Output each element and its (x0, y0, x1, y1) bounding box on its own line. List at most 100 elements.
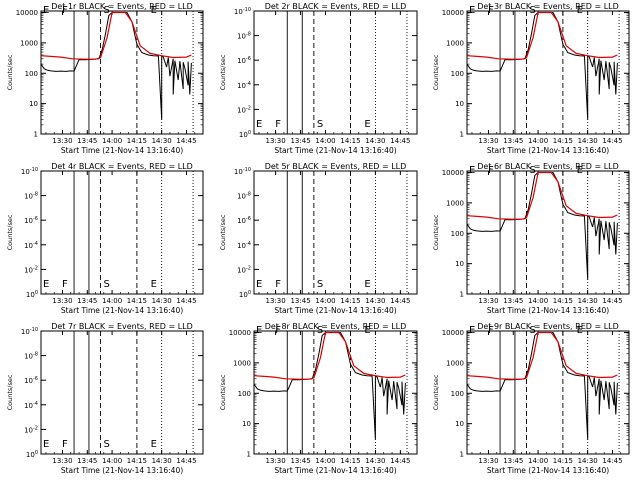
x-tick-label: 13:30 (52, 457, 72, 465)
y-tick-label: 10-6 (24, 216, 38, 225)
x-tick-label: 14:30 (152, 297, 172, 305)
x-axis-title: Start Time (21-Nov-14 13:16:40) (61, 466, 183, 475)
x-tick-label: 14:15 (340, 297, 360, 305)
x-axis-title: Start Time (21-Nov-14 13:16:40) (274, 146, 396, 155)
y-tick-label: 10-4 (24, 401, 38, 410)
x-tick-label: 14:15 (340, 457, 360, 465)
panel-title: Det 9r BLACK = Events, RED = LLD (477, 322, 619, 331)
panel-title: Det 6r BLACK = Events, RED = LLD (477, 162, 619, 171)
y-axis-title: Counts/sec (432, 214, 440, 250)
interval-label-left: E (256, 325, 262, 336)
x-tick-label: 14:00 (528, 137, 548, 145)
x-tick-label: 14:00 (315, 457, 335, 465)
y-tick-label: 10-4 (24, 241, 38, 250)
y-tick-label: 100 (25, 70, 38, 78)
x-tick-label: 13:30 (52, 137, 72, 145)
x-tick-label: 14:00 (315, 297, 335, 305)
y-tick-label: 10000 (442, 9, 464, 17)
y-tick-label: 10-10 (21, 327, 38, 336)
x-tick-label: 14:30 (365, 457, 385, 465)
interval-label-s: S (317, 325, 323, 336)
x-tick-label: 14:15 (553, 137, 573, 145)
det-panel-9: Det 9r BLACK = Events, RED = LLD 13:30 13:… (432, 322, 630, 475)
interval-label-f: F (488, 325, 494, 336)
panel-title: Det 8r BLACK = Events, RED = LLD (265, 322, 407, 331)
y-axis-title: Counts/sec (432, 54, 440, 90)
x-tick-label: 14:15 (553, 457, 573, 465)
x-tick-label: 13:45 (503, 137, 523, 145)
y-tick-label: 10-8 (237, 32, 251, 41)
events-series-line (467, 172, 618, 280)
interval-label-left: E (469, 325, 475, 336)
lld-series-line (467, 171, 618, 220)
x-tick-label: 13:30 (266, 457, 286, 465)
interval-label-s: S (317, 119, 323, 130)
interval-label-f: F (62, 279, 68, 290)
y-tick-label: 10-8 (24, 352, 38, 361)
x-tick-label: 14:30 (578, 297, 598, 305)
det-panel-1: Det 1r BLACK = Events, RED = LLD 13:30 13:… (6, 2, 204, 155)
x-axis-title: Start Time (21-Nov-14 13:16:40) (487, 146, 609, 155)
plot-frame (253, 170, 418, 295)
x-tick-label: 14:15 (127, 457, 147, 465)
x-tick-label: 13:45 (503, 457, 523, 465)
plot-frame (466, 330, 630, 455)
interval-label-left: E (43, 439, 49, 450)
y-tick-label: 10-2 (237, 105, 251, 114)
y-tick-label: 100 (239, 130, 251, 139)
y-tick-label: 10 (29, 100, 38, 108)
y-axis-title: Counts/sec (219, 214, 227, 250)
y-tick-label: 10 (455, 420, 464, 428)
det-panel-6: Det 6r BLACK = Events, RED = LLD 13:30 13:… (432, 162, 630, 315)
interval-label-left: E (256, 279, 262, 290)
x-tick-label: 13:45 (77, 457, 97, 465)
y-tick-label: 100 (451, 390, 464, 398)
y-tick-label: 10-6 (237, 216, 251, 225)
x-tick-label: 14:45 (602, 297, 622, 305)
plot-frame (466, 170, 630, 295)
y-tick-label: 10-2 (237, 265, 251, 274)
y-tick-label: 10 (455, 100, 464, 108)
y-axis-title: Counts/sec (219, 54, 227, 90)
interval-label-s: S (317, 279, 323, 290)
y-axis-title: Counts/sec (6, 54, 14, 90)
y-tick-label: 10-4 (237, 241, 251, 250)
interval-label-s: S (530, 325, 536, 336)
y-tick-label: 10 (455, 260, 464, 268)
interval-label-e: E (364, 119, 370, 130)
interval-label-e: E (151, 439, 157, 450)
y-tick-label: 1000 (233, 359, 251, 367)
y-tick-label: 1 (460, 291, 464, 299)
x-axis-title: Start Time (21-Nov-14 13:16:40) (274, 466, 396, 475)
panel-title: Det 4r BLACK = Events, RED = LLD (51, 162, 193, 171)
interval-label-left: E (469, 5, 475, 16)
plot-frame (253, 10, 418, 135)
interval-label-f: F (62, 439, 68, 450)
interval-label-s: S (530, 165, 536, 176)
x-tick-label: 14:45 (176, 137, 196, 145)
x-tick-label: 14:30 (578, 137, 598, 145)
y-tick-label: 100 (451, 70, 464, 78)
interval-label-s: S (104, 279, 110, 290)
x-tick-label: 14:45 (602, 457, 622, 465)
events-series-line (41, 12, 192, 120)
interval-label-left: E (43, 279, 49, 290)
x-tick-label: 14:15 (553, 297, 573, 305)
y-tick-label: 10000 (229, 329, 251, 337)
x-tick-label: 14:30 (365, 137, 385, 145)
panel-title: Det 5r BLACK = Events, RED = LLD (265, 162, 407, 171)
x-tick-label: 14:30 (365, 297, 385, 305)
interval-label-left: E (256, 119, 262, 130)
interval-label-left: E (43, 5, 49, 16)
interval-label-s: S (530, 5, 536, 16)
x-tick-label: 13:30 (266, 137, 286, 145)
x-tick-label: 14:15 (340, 137, 360, 145)
x-tick-label: 14:45 (390, 457, 410, 465)
det-panel-8: Det 8r BLACK = Events, RED = LLD 13:30 13:… (219, 322, 418, 475)
det-panel-2: Det 2r BLACK = Events, RED = LLD 13:30 13:… (219, 2, 418, 155)
y-tick-label: 100 (26, 450, 38, 459)
y-tick-label: 1 (34, 131, 38, 139)
lld-series-line (41, 11, 192, 60)
interval-label-f: F (488, 165, 494, 176)
